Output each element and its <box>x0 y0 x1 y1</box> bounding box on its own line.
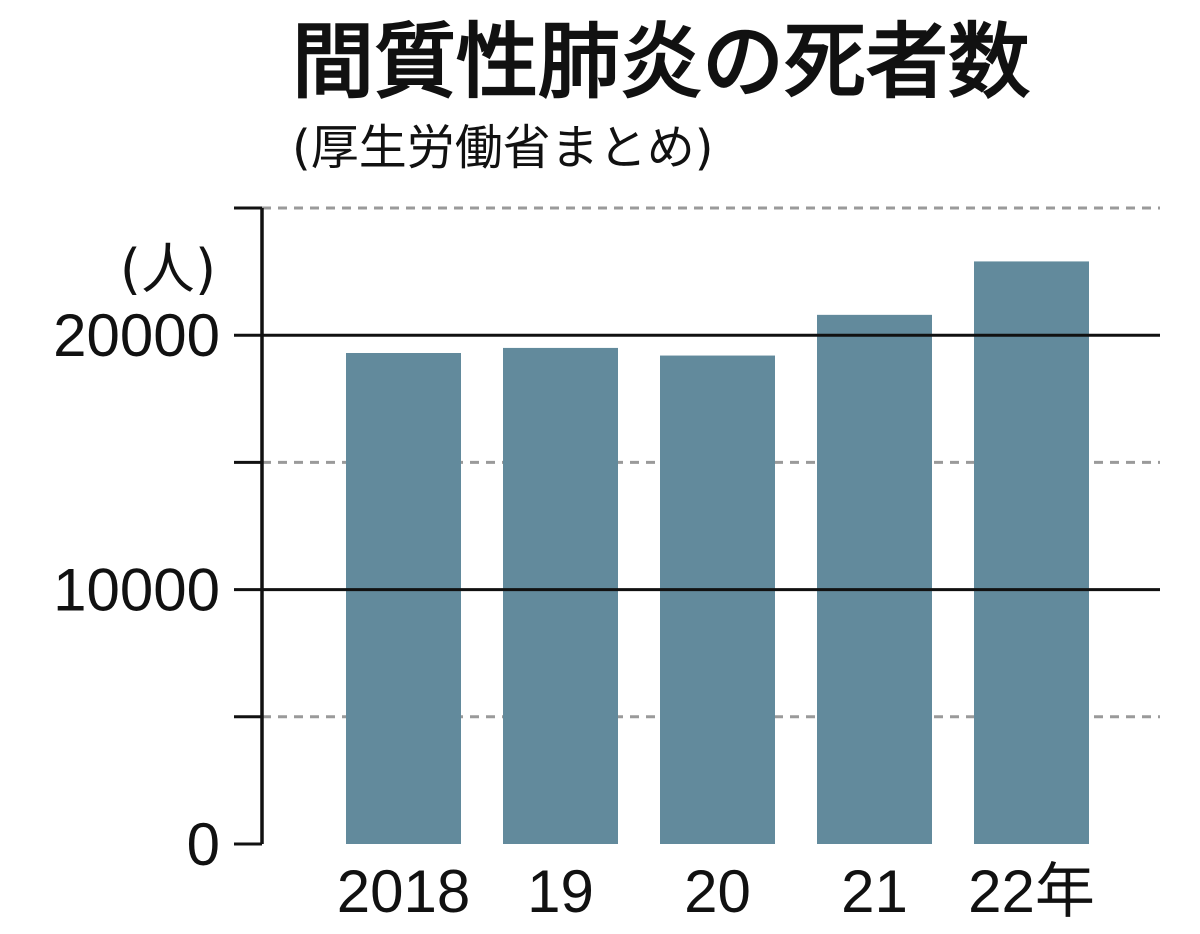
bar <box>817 314 932 844</box>
y-tick-label: 10000 <box>53 557 220 624</box>
bars-layer <box>346 261 1089 844</box>
bar <box>974 261 1089 844</box>
bar <box>503 347 618 844</box>
x-tick-label: 21 <box>841 858 908 925</box>
y-tick-label: 20000 <box>53 302 220 369</box>
bar <box>346 353 461 844</box>
chart-subtitle: (厚生労働省まとめ) <box>292 120 714 176</box>
y-axis <box>234 206 1160 846</box>
x-tick-label: 20 <box>684 858 751 925</box>
labels-layer: 0 10000 20000 2018 19 20 21 22年 <box>53 302 1095 925</box>
y-tick-label: 0 <box>187 811 220 878</box>
bar <box>660 355 775 844</box>
y-axis-unit-label: (人) <box>120 238 216 301</box>
x-tick-label: 22年 <box>968 858 1095 925</box>
x-tick-label: 2018 <box>337 858 470 925</box>
x-tick-label: 19 <box>527 858 594 925</box>
chart-title: 間質性肺炎の死者数 <box>292 15 1031 110</box>
